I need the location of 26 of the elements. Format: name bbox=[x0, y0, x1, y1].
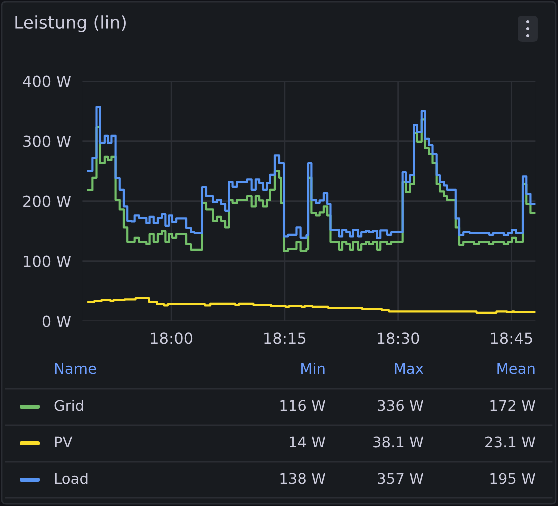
x-tick-label: 18:45 bbox=[491, 332, 532, 344]
y-tick-label: 200 W bbox=[24, 196, 72, 208]
text: Min bbox=[302, 362, 325, 374]
text: 138 W bbox=[280, 473, 326, 484]
y-tick-label: 300 W bbox=[24, 136, 72, 148]
legend-label: Grid bbox=[54, 400, 84, 412]
x-tick-label: 18:15 bbox=[264, 332, 306, 344]
text: 116 W bbox=[280, 400, 326, 412]
text: Name bbox=[55, 363, 96, 374]
text: 172 W bbox=[490, 400, 536, 412]
y-tick-label: 0 W bbox=[42, 316, 72, 328]
y-tick-label: 100 W bbox=[24, 256, 72, 268]
chart-title: Leistung (lin) bbox=[16, 16, 126, 32]
x-tick-label: 18:00 bbox=[151, 332, 193, 344]
y-tick-label: 400 W bbox=[23, 76, 72, 88]
text: 14 W bbox=[290, 436, 326, 448]
legend-label: Load bbox=[55, 472, 88, 484]
text: Max bbox=[395, 363, 424, 374]
text: 38.1 W bbox=[374, 436, 424, 448]
text: Mean bbox=[498, 363, 535, 374]
text: 357 W bbox=[378, 473, 424, 484]
text: 336 W bbox=[378, 400, 424, 412]
text: 23.1 W bbox=[486, 436, 536, 448]
text: 195 W bbox=[490, 473, 536, 484]
x-tick-label: 18:30 bbox=[378, 332, 420, 344]
legend-label: PV bbox=[55, 436, 73, 448]
